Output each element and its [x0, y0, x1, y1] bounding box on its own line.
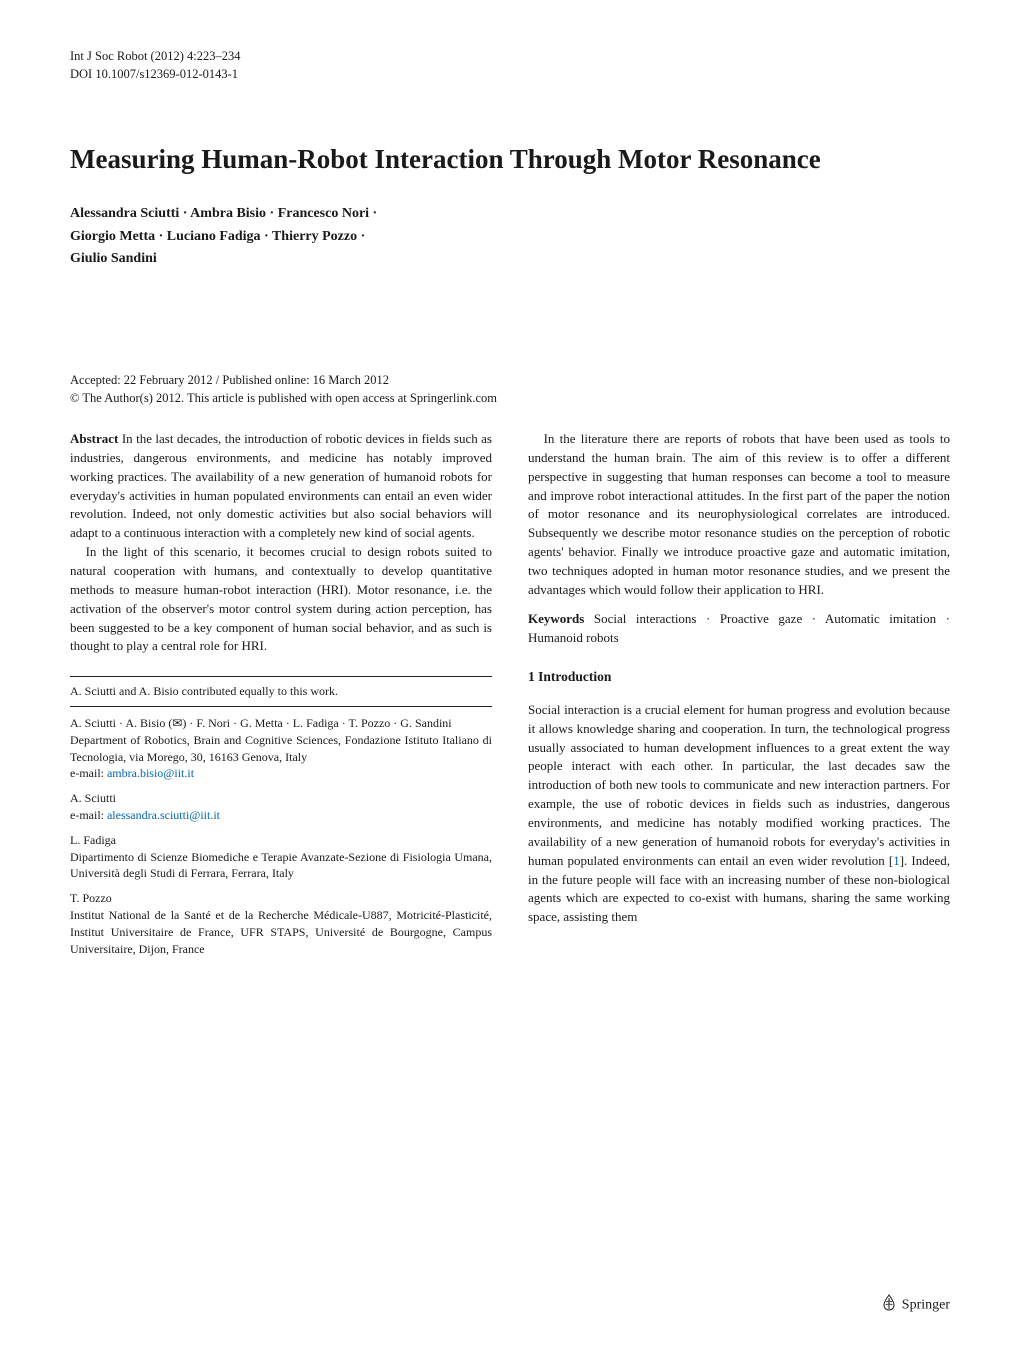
affil-4-body: Institut National de la Santé et de la R…	[70, 907, 492, 957]
affil-1-email-link[interactable]: ambra.bisio@iit.it	[107, 766, 194, 780]
footnote-divider-1	[70, 676, 492, 677]
affil-1-email-label: e-mail:	[70, 766, 107, 780]
abstract-paragraph-2: In the light of this scenario, it become…	[70, 543, 492, 656]
section-1-heading: 1 Introduction	[528, 667, 950, 687]
journal-citation: Int J Soc Robot (2012) 4:223–234	[70, 48, 950, 66]
contribution-note: A. Sciutti and A. Bisio contributed equa…	[70, 683, 492, 700]
left-column: Abstract In the last decades, the introd…	[70, 430, 492, 965]
affiliation-block-3: L. Fadiga Dipartimento di Scienze Biomed…	[70, 832, 492, 882]
springer-logo-icon	[880, 1294, 898, 1317]
affil-2-email-row: e-mail: alessandra.sciutti@iit.it	[70, 807, 492, 824]
keywords-paragraph: Keywords Social interactions · Proactive…	[528, 610, 950, 648]
publisher-name: Springer	[902, 1298, 950, 1313]
accepted-published-line: Accepted: 22 February 2012 / Published o…	[70, 371, 950, 390]
affil-3-body: Dipartimento di Scienze Biomediche e Ter…	[70, 849, 492, 883]
author-list: Alessandra Sciutti · Ambra Bisio · Franc…	[70, 203, 950, 270]
affiliation-block-2: A. Sciutti e-mail: alessandra.sciutti@ii…	[70, 790, 492, 824]
copyright-line: © The Author(s) 2012. This article is pu…	[70, 389, 950, 408]
abstract-label: Abstract	[70, 431, 118, 446]
abstract-text-1: In the last decades, the introduction of…	[70, 431, 492, 540]
affil-2-name: A. Sciutti	[70, 790, 492, 807]
affil-2-email-link[interactable]: alessandra.sciutti@iit.it	[107, 808, 220, 822]
doi: DOI 10.1007/s12369-012-0143-1	[70, 66, 950, 84]
abstract-continuation: In the literature there are reports of r…	[528, 430, 950, 600]
publication-dates: Accepted: 22 February 2012 / Published o…	[70, 371, 950, 409]
affil-1-department: Department of Robotics, Brain and Cognit…	[70, 732, 492, 766]
affil-2-email-label: e-mail:	[70, 808, 107, 822]
journal-header: Int J Soc Robot (2012) 4:223–234 DOI 10.…	[70, 48, 950, 83]
keywords-label: Keywords	[528, 611, 584, 626]
affil-4-name: T. Pozzo	[70, 890, 492, 907]
affil-1-authors: A. Sciutti · A. Bisio (✉) · F. Nori · G.…	[70, 715, 492, 732]
authors-row-2: Giorgio Metta · Luciano Fadiga · Thierry…	[70, 226, 950, 248]
publisher-footer: Springer	[880, 1294, 950, 1317]
affiliation-block-1: A. Sciutti · A. Bisio (✉) · F. Nori · G.…	[70, 715, 492, 782]
keywords-text: Social interactions · Proactive gaze · A…	[528, 611, 950, 645]
abstract-paragraph-1: Abstract In the last decades, the introd…	[70, 430, 492, 543]
article-title: Measuring Human-Robot Interaction Throug…	[70, 143, 950, 175]
introduction-paragraph-1: Social interaction is a crucial element …	[528, 701, 950, 927]
affil-3-name: L. Fadiga	[70, 832, 492, 849]
affil-1-email-row: e-mail: ambra.bisio@iit.it	[70, 765, 492, 782]
intro-text-part-a: Social interaction is a crucial element …	[528, 702, 950, 868]
right-column: In the literature there are reports of r…	[528, 430, 950, 965]
footnote-divider-2	[70, 706, 492, 707]
authors-row-1: Alessandra Sciutti · Ambra Bisio · Franc…	[70, 203, 950, 225]
affiliation-block-4: T. Pozzo Institut National de la Santé e…	[70, 890, 492, 957]
authors-row-3: Giulio Sandini	[70, 248, 950, 270]
